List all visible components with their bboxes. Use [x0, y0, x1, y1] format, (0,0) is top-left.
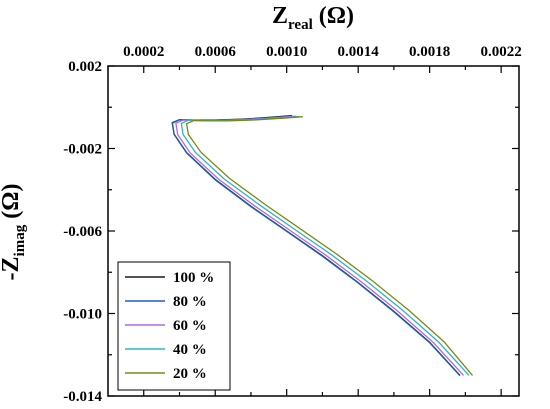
x-axis-title-rest: (Ω)	[313, 3, 354, 29]
legend: 100 % 80 % 60 % 40 % 20 %	[118, 262, 230, 390]
y-axis-title-main: -Z	[0, 256, 24, 280]
legend-label-2: 60 %	[173, 318, 207, 334]
y-axis-title: -Zimag (Ω)	[0, 184, 28, 281]
x-tick-label: 0.0002	[123, 44, 164, 60]
y-tick-label: -0.014	[63, 389, 102, 405]
y-tick-label: -0.006	[63, 224, 102, 240]
x-tick-label: 0.0018	[409, 44, 450, 60]
x-tick-label: 0.0006	[195, 44, 237, 60]
legend-label-3: 40 %	[173, 342, 207, 358]
x-tick-label: 0.0022	[481, 44, 522, 60]
y-axis-title-sub: imag	[12, 224, 28, 256]
x-tick-label: 0.0010	[266, 44, 307, 60]
y-tick-label: -0.010	[63, 307, 102, 323]
x-tick-label: 0.0014	[338, 44, 380, 60]
legend-label-4: 20 %	[173, 366, 207, 382]
x-axis-title: Zreal (Ω)	[272, 3, 354, 33]
y-tick-label: 0.002	[68, 59, 102, 75]
y-tick-label: -0.002	[63, 142, 102, 158]
x-axis-title-sub: real	[288, 17, 313, 33]
legend-label-1: 80 %	[173, 294, 207, 310]
x-axis-title-main: Z	[272, 3, 288, 29]
y-axis-title-rest: (Ω)	[0, 184, 24, 225]
legend-label-0: 100 %	[173, 270, 214, 286]
